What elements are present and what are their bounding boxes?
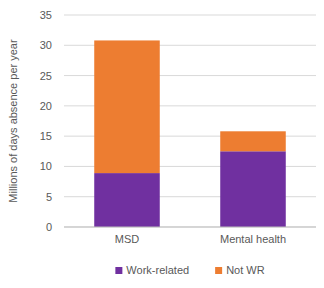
- chart-container: 0 5 10 15 20 25 30 35 MSD Mental health Millions o…: [0, 0, 324, 288]
- y-tick-label: 5: [46, 191, 52, 203]
- chart-svg: 0 5 10 15 20 25 30 35 MSD Mental health Millions o…: [0, 0, 324, 288]
- x-tick-label: Mental health: [220, 233, 286, 245]
- bar-segment: [94, 40, 160, 173]
- y-tick-label: 0: [46, 221, 52, 233]
- legend: Work-related Not WR: [115, 264, 264, 276]
- legend-swatch: [115, 267, 122, 274]
- x-axis-line: [64, 227, 316, 228]
- bar-segment: [220, 131, 286, 151]
- y-tick-label: 30: [40, 39, 52, 51]
- bars: [94, 40, 286, 227]
- legend-item: Work-related: [115, 264, 189, 276]
- legend-item: Not WR: [215, 264, 265, 276]
- x-tick-label: MSD: [115, 233, 140, 245]
- legend-label: Not WR: [226, 264, 265, 276]
- y-tick-label: 20: [40, 100, 52, 112]
- y-axis-label: Millions of days absence per year: [7, 39, 19, 203]
- page: {"chart_data": {"type": "bar", "stacked"…: [0, 0, 324, 288]
- bar-segment: [94, 173, 160, 227]
- y-tick-label: 35: [40, 9, 52, 21]
- legend-swatch: [215, 267, 222, 274]
- x-tick-labels: MSD Mental health: [115, 233, 286, 245]
- grid: [64, 15, 316, 227]
- grid-line: [64, 15, 316, 16]
- y-tick-label: 25: [40, 70, 52, 82]
- legend-label: Work-related: [126, 264, 189, 276]
- y-tick-label: 10: [40, 160, 52, 172]
- y-tick-label: 15: [40, 130, 52, 142]
- bar-segment: [220, 151, 286, 227]
- grid-line: [64, 227, 316, 228]
- y-tick-labels: 0 5 10 15 20 25 30 35: [40, 9, 52, 233]
